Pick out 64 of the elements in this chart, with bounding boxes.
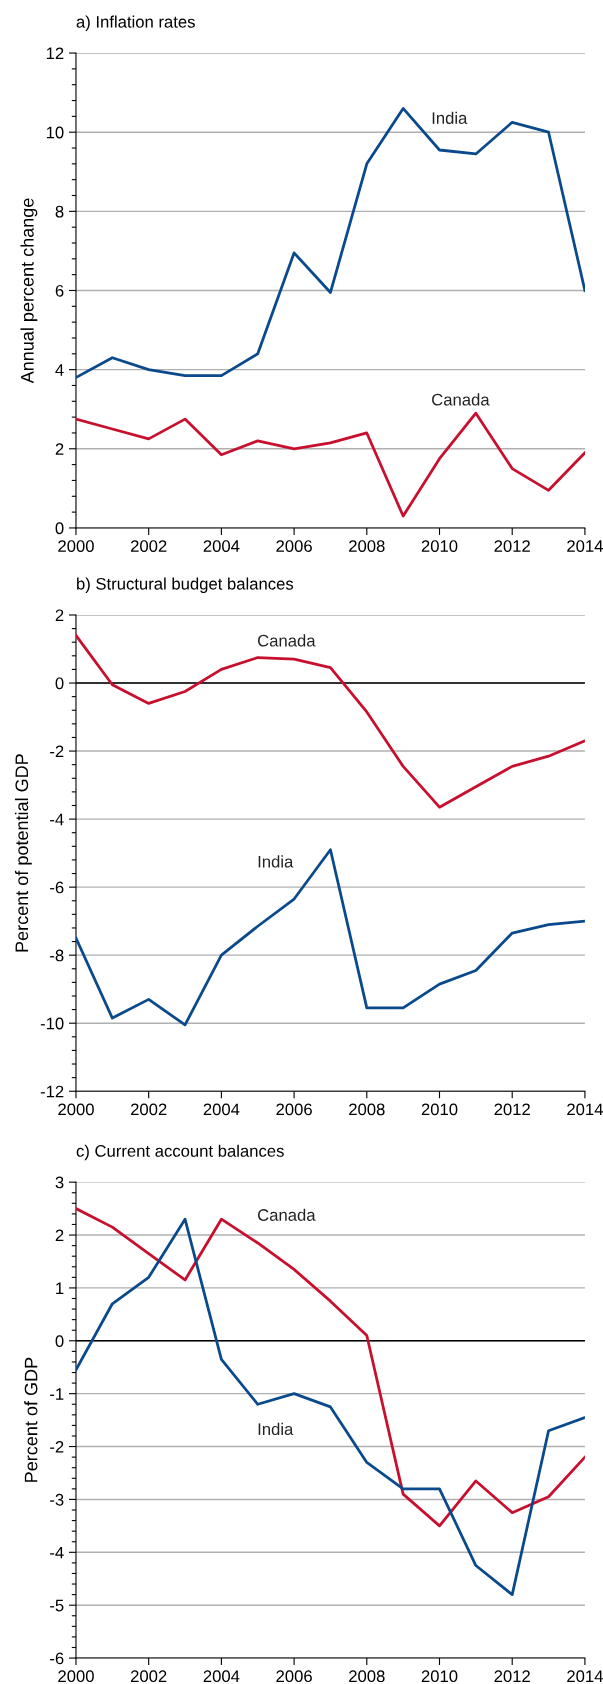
y-tick-label: 12 [46, 47, 64, 60]
y-tick-label: 2 [55, 609, 64, 622]
x-tick-label: 2014 [567, 540, 603, 552]
y-axis-title: Percent of GDP [24, 1357, 38, 1482]
x-tick-label: 2006 [276, 1103, 312, 1116]
x-tick-label: 2000 [58, 1670, 94, 1683]
x-tick-label: 2012 [494, 540, 530, 552]
x-tick-label: 2004 [203, 1103, 240, 1116]
y-axis-title: Percent of potential GDP [14, 754, 32, 952]
y-tick-label: -2 [50, 1440, 64, 1453]
x-tick-label: 2010 [421, 1103, 458, 1116]
line-series [75, 107, 585, 379]
y-tick-label: 2 [55, 1229, 64, 1242]
y-tick-label: 8 [55, 205, 64, 218]
y-tick-label: -1 [50, 1388, 64, 1400]
y-tick-label: 10 [46, 126, 64, 139]
x-tick-label: 2006 [276, 540, 312, 552]
y-tick-label: 1 [56, 1282, 64, 1294]
line-series [75, 411, 585, 518]
x-tick-label: 2012 [494, 1670, 530, 1683]
series-label: India [258, 855, 294, 868]
y-axis-title: Annual percent change [20, 198, 38, 384]
y-tick-label: 6 [55, 284, 64, 297]
y-tick-label: -5 [50, 1599, 64, 1612]
x-tick-label: 2008 [349, 1103, 385, 1116]
x-tick-label: 2006 [276, 1670, 312, 1683]
y-tick-label: -10 [40, 1017, 64, 1030]
x-tick-label: 2002 [130, 1670, 167, 1683]
y-tick-label: -2 [50, 745, 64, 758]
y-tick-label: -8 [50, 949, 64, 962]
y-tick-label: -6 [50, 881, 64, 894]
series-label: Canada [432, 393, 490, 406]
x-tick-label: 2000 [58, 1103, 94, 1116]
x-tick-label: 2004 [203, 540, 240, 552]
series-label: Canada [258, 1208, 316, 1221]
y-tick-label: 0 [55, 1335, 64, 1347]
y-tick-label: 3 [55, 1176, 64, 1189]
line-series [75, 848, 585, 1027]
series-label: India [258, 1422, 294, 1436]
y-tick-label: -4 [50, 1546, 64, 1559]
y-tick-label: 0 [55, 677, 64, 690]
x-tick-label: 2008 [349, 1670, 385, 1683]
x-tick-label: 2010 [421, 540, 458, 552]
y-tick-label: -12 [40, 1085, 64, 1098]
x-tick-label: 2002 [130, 1103, 167, 1116]
y-tick-label: -6 [50, 1652, 64, 1665]
x-tick-label: 2014 [567, 1670, 603, 1683]
y-tick-label: -3 [50, 1493, 64, 1506]
x-tick-label: 2012 [494, 1103, 530, 1116]
series-label: Canada [258, 634, 316, 647]
x-tick-label: 2014 [567, 1103, 603, 1116]
series-label: India [432, 111, 468, 124]
x-tick-label: 2008 [349, 540, 385, 552]
y-tick-label: 2 [55, 443, 64, 455]
x-tick-label: 2002 [130, 540, 167, 552]
y-tick-label: 4 [55, 364, 64, 376]
x-tick-label: 2000 [58, 540, 94, 552]
chart-title: c) Current account balances [76, 1144, 284, 1161]
x-tick-label: 2010 [421, 1670, 458, 1683]
chart-title: b) Structural budget balances [77, 577, 294, 593]
y-tick-label: 0 [55, 522, 64, 535]
x-tick-label: 2004 [203, 1670, 240, 1683]
y-tick-label: -4 [50, 813, 64, 826]
chart-title: a) Inflation rates [76, 15, 195, 32]
